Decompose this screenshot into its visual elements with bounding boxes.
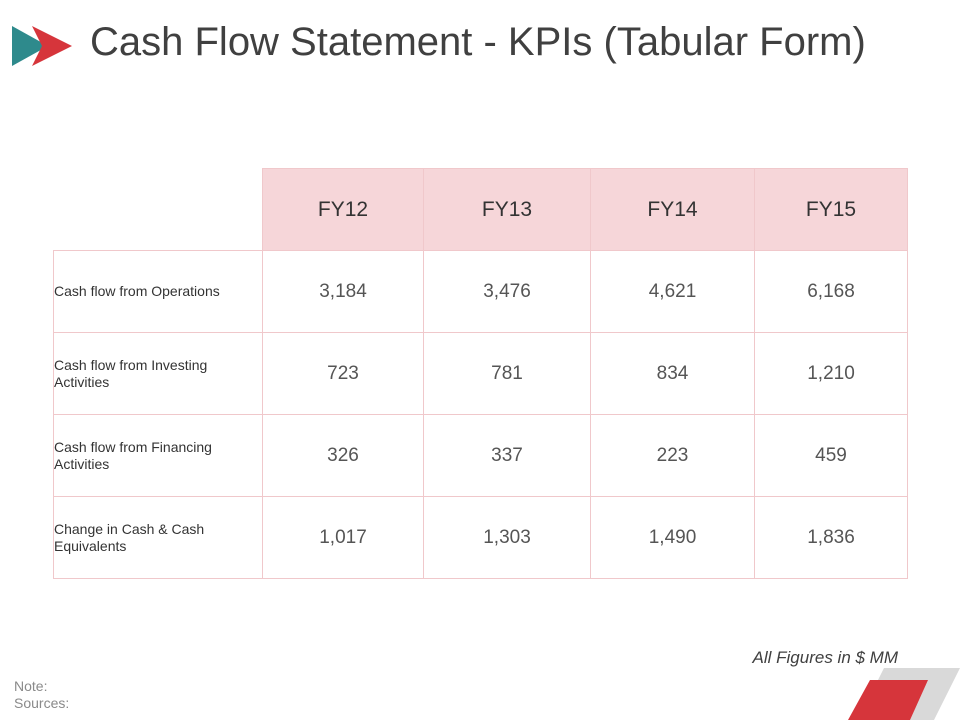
sources-label: Sources: [14, 695, 70, 711]
table-cell: 1,303 [423, 496, 591, 579]
table-cell: 4,621 [590, 250, 755, 333]
table-cell: 223 [590, 414, 755, 497]
column-header-fy15: FY15 [754, 168, 908, 251]
decorative-stripes-icon [848, 668, 960, 720]
table-row: Change in Cash & Cash Equivalents 1,017 … [53, 496, 908, 579]
play-arrows-logo-icon [12, 26, 72, 66]
page-title: Cash Flow Statement - KPIs (Tabular Form… [90, 20, 866, 64]
table-row: Cash flow from Operations 3,184 3,476 4,… [53, 250, 908, 333]
row-label: Cash flow from Operations [53, 250, 263, 333]
table-cell: 834 [590, 332, 755, 415]
table-cell: 1,017 [262, 496, 424, 579]
table-cell: 6,168 [754, 250, 908, 333]
table-cell: 723 [262, 332, 424, 415]
table-cell: 337 [423, 414, 591, 497]
column-header-fy14: FY14 [590, 168, 755, 251]
table-cell: 3,476 [423, 250, 591, 333]
column-header-fy13: FY13 [423, 168, 591, 251]
kpi-table: FY12 FY13 FY14 FY15 Cash flow from Opera… [53, 168, 908, 579]
corner-cell [54, 169, 263, 251]
note-label: Note: [14, 678, 48, 694]
table-cell: 459 [754, 414, 908, 497]
table-cell: 781 [423, 332, 591, 415]
row-label: Cash flow from Financing Activities [53, 414, 263, 497]
table-cell: 1,836 [754, 496, 908, 579]
units-note: All Figures in $ MM [752, 648, 898, 667]
header-row: FY12 FY13 FY14 FY15 [54, 168, 908, 251]
table-row: Cash flow from Investing Activities 723 … [53, 332, 908, 415]
footer-notes: Note: Sources: [14, 678, 69, 712]
table-cell: 326 [262, 414, 424, 497]
column-header-fy12: FY12 [262, 168, 424, 251]
table-cell: 3,184 [262, 250, 424, 333]
table-cell: 1,490 [590, 496, 755, 579]
table-row: Cash flow from Financing Activities 326 … [53, 414, 908, 497]
row-label: Change in Cash & Cash Equivalents [53, 496, 263, 579]
table-cell: 1,210 [754, 332, 908, 415]
row-label: Cash flow from Investing Activities [53, 332, 263, 415]
